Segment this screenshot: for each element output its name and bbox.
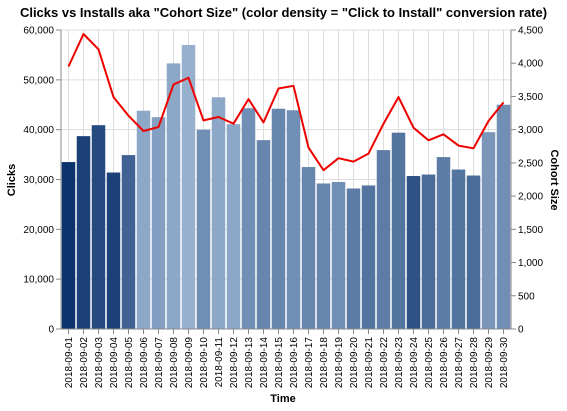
bar (436, 157, 451, 329)
x-tick-label: 2018-09-04 (109, 337, 120, 389)
y-axis-title: Clicks (6, 164, 18, 196)
bar-series (61, 44, 511, 330)
x-tick-label: 2018-09-13 (244, 337, 255, 389)
bar (196, 129, 211, 329)
x-tick-label: 2018-09-23 (394, 337, 405, 389)
y2-tick-label: 0 (518, 325, 524, 336)
x-tick-label: 2018-09-16 (289, 337, 300, 389)
x-tick-label: 2018-09-02 (79, 337, 90, 389)
y2-tick-label: 4,500 (518, 26, 543, 37)
y2-tick-label: 4,000 (518, 59, 543, 70)
y-tick-label: 0 (48, 325, 54, 336)
y2-tick-label: 3,500 (518, 92, 543, 103)
bar (316, 183, 331, 329)
x-tick-label: 2018-09-22 (379, 337, 390, 389)
chart-title: Clicks vs Installs aka "Cohort Size" (co… (20, 5, 547, 20)
x-tick-label: 2018-09-06 (139, 337, 150, 389)
bar (466, 175, 481, 329)
x-tick-label: 2018-09-28 (469, 337, 480, 389)
x-tick-label: 2018-09-24 (409, 337, 420, 389)
bar (226, 124, 241, 329)
bar (481, 132, 496, 329)
axes: 0 10,000 20,000 30,000 40,000 50,000 60,000 0 50… (23, 26, 543, 389)
y2-tick-label: 2,000 (518, 192, 543, 203)
x-tick-label: 2018-09-25 (424, 337, 435, 389)
x-tick-label: 2018-09-15 (274, 337, 285, 389)
x-tick-label: 2018-09-01 (64, 337, 75, 389)
bar (241, 108, 256, 329)
bar (256, 140, 271, 329)
line-series (67, 33, 505, 172)
bar (136, 110, 151, 329)
y2-tick-label: 500 (518, 291, 535, 302)
y2-tick-label: 1,500 (518, 225, 543, 236)
x-tick-label: 2018-09-07 (154, 337, 165, 389)
x-tick-label: 2018-09-20 (349, 337, 360, 389)
bar (166, 63, 181, 329)
y-tick-label: 50,000 (23, 75, 54, 86)
bar (121, 155, 136, 329)
bar (391, 132, 406, 329)
bar (106, 172, 121, 329)
bar (301, 167, 316, 329)
cohort-size-line (67, 33, 505, 172)
y-tick-label: 40,000 (23, 125, 54, 136)
bar (91, 125, 106, 329)
x-tick-label: 2018-09-03 (94, 337, 105, 389)
y2-axis-title: Cohort Size (548, 149, 560, 210)
y-tick-label: 60,000 (23, 26, 54, 37)
y-tick-label: 10,000 (23, 275, 54, 286)
bar (361, 185, 376, 329)
x-tick-label: 2018-09-29 (484, 337, 495, 389)
bar (61, 162, 76, 329)
x-tick-label: 2018-09-11 (214, 337, 225, 388)
y2-tick-label: 3,000 (518, 125, 543, 136)
x-tick-label: 2018-09-21 (364, 337, 375, 389)
y-tick-label: 30,000 (23, 175, 54, 186)
bar (496, 104, 511, 329)
x-tick-label: 2018-09-05 (124, 337, 135, 389)
bar (346, 188, 361, 329)
x-tick-label: 2018-09-09 (184, 337, 195, 389)
bar (271, 108, 286, 329)
x-tick-label: 2018-09-10 (199, 337, 210, 389)
y2-tick-label: 2,500 (518, 158, 543, 169)
x-axis-title: Time (270, 393, 295, 405)
y2-tick-label: 1,000 (518, 258, 543, 269)
bar (406, 176, 421, 329)
bar (421, 174, 436, 329)
x-tick-label: 2018-09-12 (229, 337, 240, 389)
x-tick-label: 2018-09-08 (169, 337, 180, 389)
x-tick-label: 2018-09-19 (334, 337, 345, 389)
bar (286, 110, 301, 330)
bar (181, 44, 196, 329)
y-tick-label: 20,000 (23, 225, 54, 236)
bar (376, 150, 391, 329)
x-tick-label: 2018-09-26 (439, 337, 450, 389)
bar (151, 117, 166, 329)
x-tick-label: 2018-09-14 (259, 337, 270, 389)
x-tick-label: 2018-09-30 (499, 337, 510, 389)
bar (451, 169, 466, 329)
x-tick-label: 2018-09-27 (454, 337, 465, 389)
bar (76, 136, 91, 329)
bar (331, 181, 346, 329)
bar (211, 97, 226, 330)
x-tick-label: 2018-09-18 (319, 337, 330, 389)
x-tick-label: 2018-09-17 (304, 337, 315, 389)
